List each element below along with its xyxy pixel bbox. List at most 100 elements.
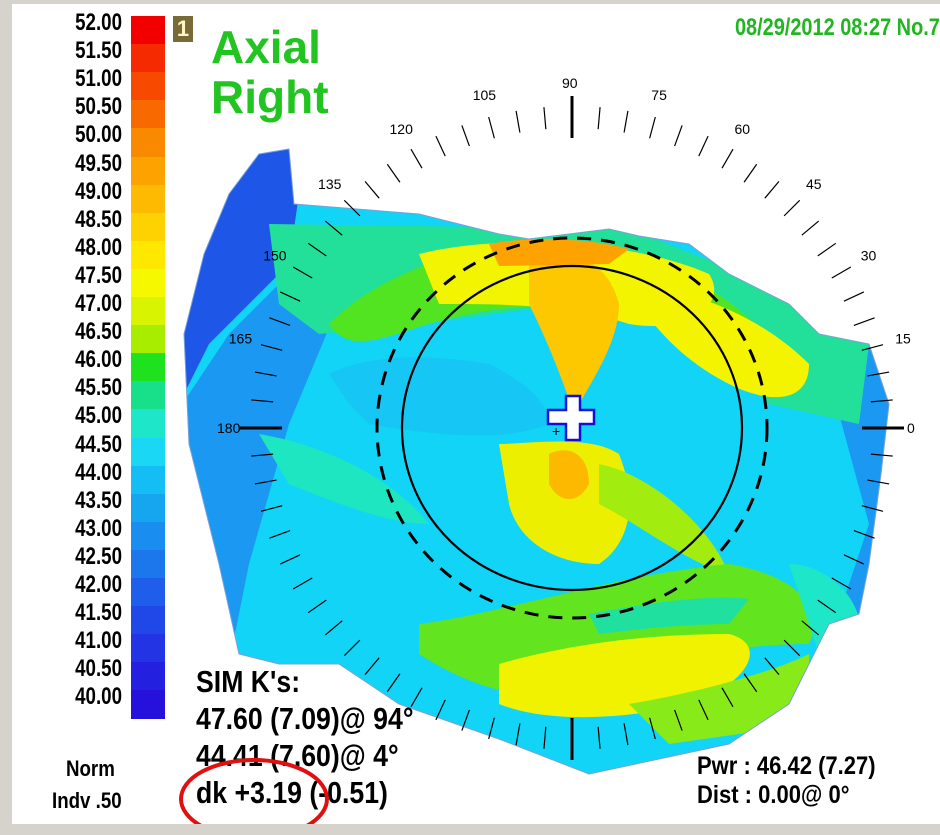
angle-tick [623, 110, 629, 133]
scale-swatch [131, 325, 165, 355]
angle-label: 75 [651, 87, 667, 103]
angle-tick [649, 717, 656, 740]
color-scale-legend: 52.00 51.50 51.00 50.50 50.00 49.50 49.00 48.50… [12, 4, 165, 824]
angle-tick [251, 399, 274, 403]
angle-tick [515, 110, 521, 133]
angle-tick [597, 107, 601, 130]
pupil-ring [400, 264, 744, 592]
scale-swatch [131, 634, 165, 664]
angle-tick [743, 163, 758, 183]
angle-label: 0 [907, 420, 915, 436]
scale-swatch [131, 353, 165, 383]
scale-label: 44.50 [75, 430, 122, 458]
angle-tick [801, 620, 820, 636]
angle-label: 45 [806, 176, 822, 192]
angle-tick [269, 530, 291, 539]
angle-tick [861, 344, 884, 351]
angle-tick [254, 371, 277, 377]
eye-side-title: Right [211, 71, 329, 123]
angle-tick [764, 180, 780, 199]
angle-tick [324, 620, 343, 636]
angle-label: 180 [217, 420, 241, 436]
scale-swatch [131, 184, 165, 214]
angle-tick [292, 266, 313, 279]
axial-map[interactable]: 0 15 30 45 60 75 90 105 120 135 150 165 180 + [169, 4, 940, 824]
scale-label: 47.50 [75, 261, 122, 289]
angle-tick [307, 599, 327, 614]
scale-label: 48.50 [75, 205, 122, 233]
angle-tick [410, 687, 423, 708]
vertex-marker: + [552, 423, 560, 439]
scale-label: 42.00 [75, 571, 122, 598]
angle-tick [324, 220, 343, 236]
angle-tick [435, 699, 446, 721]
angle-tick [867, 479, 890, 485]
angle-tick [260, 505, 283, 512]
scale-label: 45.50 [75, 374, 122, 402]
angle-label: 15 [895, 331, 911, 347]
scale-label: 41.00 [75, 627, 122, 655]
angle-tick [817, 599, 837, 614]
angle-tick [870, 453, 893, 457]
angle-tick [843, 554, 865, 565]
angle-tick [386, 673, 401, 693]
scale-swatch [131, 100, 165, 130]
scale-label: 51.50 [75, 37, 122, 65]
angle-tick [410, 148, 423, 169]
angle-tick [543, 107, 547, 130]
scale-swatch [131, 268, 165, 298]
dashed-zone-ring [375, 236, 769, 620]
angle-tick [674, 125, 683, 147]
scale-swatch [131, 521, 165, 551]
angle-tick [783, 199, 801, 217]
scale-swatch [131, 44, 165, 74]
scale-label: 40.00 [75, 683, 122, 711]
angle-tick [279, 554, 301, 565]
angle-label: 90 [562, 75, 578, 91]
angle-tick [254, 479, 277, 485]
center-cross-icon[interactable] [546, 394, 596, 442]
map-outline [183, 148, 890, 775]
angle-tick [307, 242, 327, 257]
angle-tick [515, 723, 521, 746]
scale-label: 43.00 [75, 514, 122, 542]
sim-k-title: SIM K's: [196, 664, 301, 699]
scale-label: 47.00 [75, 290, 122, 317]
sim-k-steep: 47.60 (7.09)@ 94° [196, 701, 414, 736]
angle-tick [698, 135, 709, 157]
angle-label: 30 [861, 248, 877, 264]
angle-tick [292, 577, 313, 590]
exam-datetime: 08/29/2012 08:27 No.7 [735, 14, 940, 41]
map-type-title: Axial [211, 21, 321, 73]
page-number-badge[interactable]: 1 [173, 16, 193, 42]
angle-tick [721, 148, 734, 169]
scale-label: 50.50 [75, 93, 122, 121]
angle-tick [831, 577, 852, 590]
angle-label: 150 [263, 248, 287, 264]
scale-swatch [131, 493, 165, 523]
scale-label: 42.50 [75, 542, 122, 570]
scale-swatch [131, 240, 165, 270]
angle-tick [801, 220, 820, 236]
angle-tick [488, 717, 495, 740]
scale-label: 45.00 [75, 402, 122, 430]
angle-tick [764, 657, 780, 676]
scale-swatch [131, 381, 165, 411]
scale-label: 46.00 [75, 346, 122, 374]
angle-tick [870, 399, 893, 403]
angle-tick [817, 242, 837, 257]
angle-tick [674, 709, 683, 731]
scale-label: 50.00 [75, 121, 122, 149]
angle-tick [698, 699, 709, 721]
scale-swatch [131, 72, 165, 102]
angle-label: 120 [390, 121, 414, 137]
scale-swatch [131, 16, 165, 46]
scale-label: 49.00 [75, 177, 122, 205]
angle-tick [597, 726, 601, 749]
angle-label: 105 [473, 87, 497, 103]
scale-label: 43.50 [75, 486, 122, 514]
scale-swatch [131, 156, 165, 186]
angle-tick [861, 505, 884, 512]
angle-tick [623, 723, 629, 746]
angle-tick [260, 344, 283, 351]
